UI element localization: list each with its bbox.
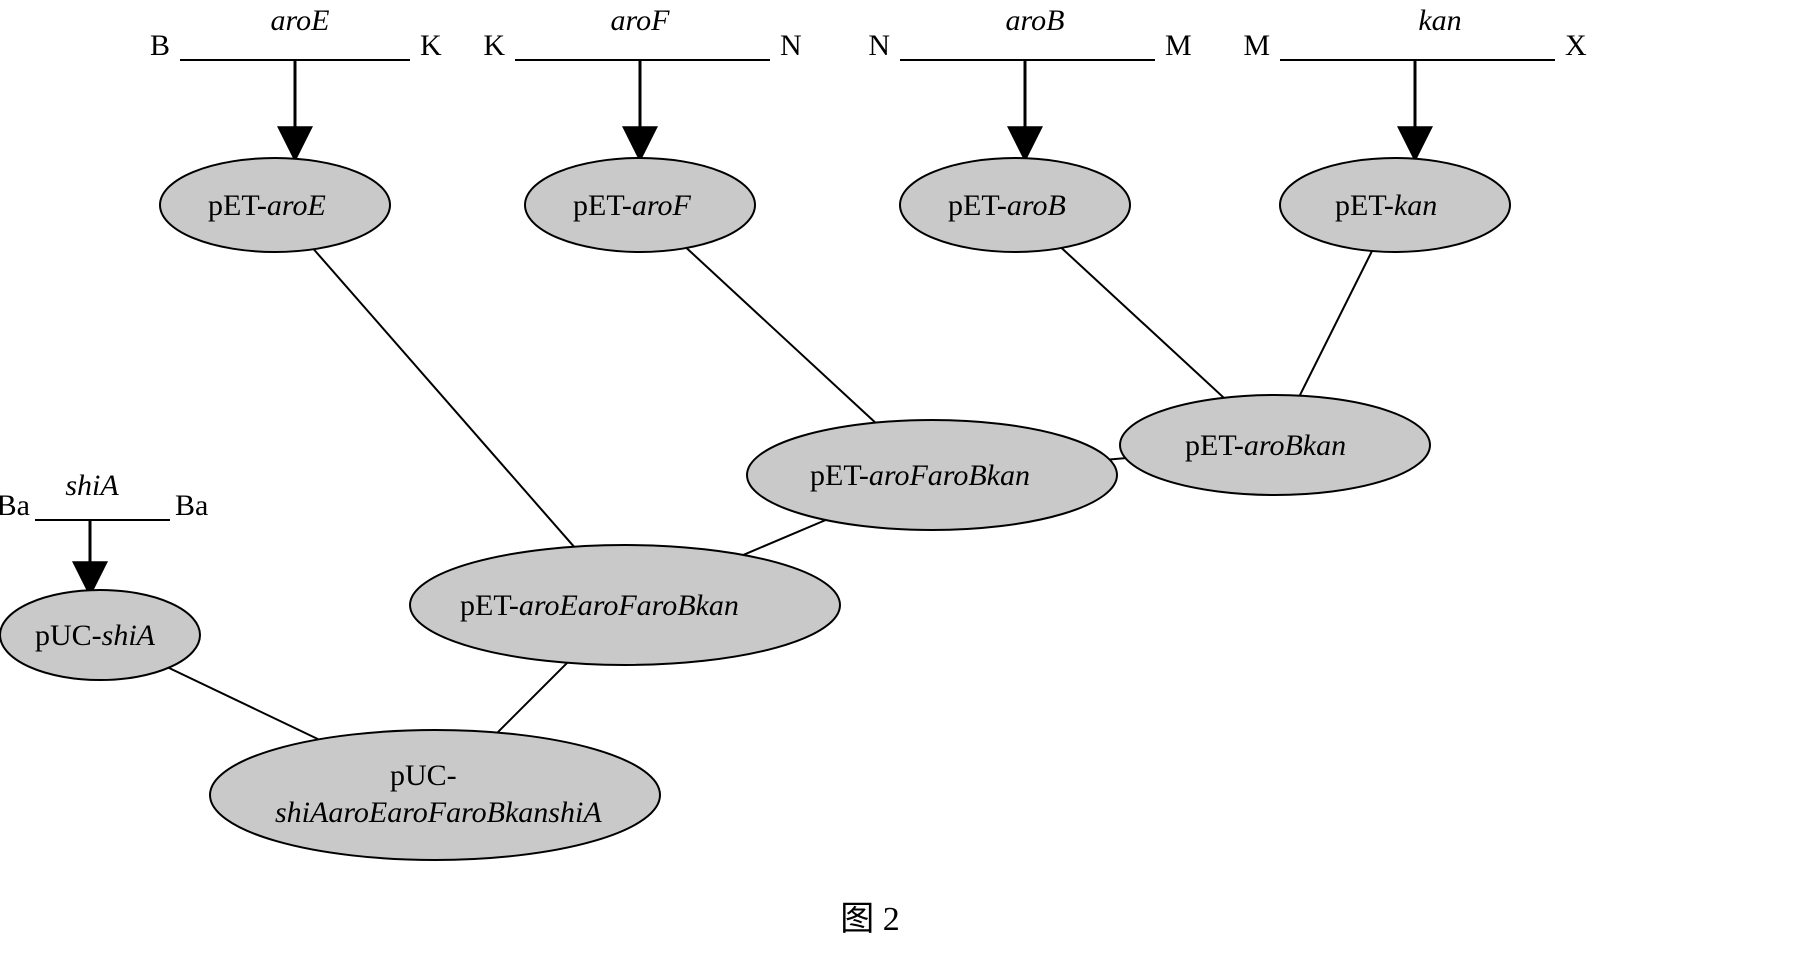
gene-shiA: shiA Ba Ba <box>0 469 208 590</box>
node-label: pET-aroFaroBkan <box>810 459 1030 492</box>
node-pET-aroF: pET-aroF <box>525 158 755 252</box>
right-site-label: M <box>1165 29 1192 62</box>
node-pUC-shiA: pUC-shiA <box>0 590 200 680</box>
node-label: pET-aroF <box>573 189 691 222</box>
figure-caption: 图 2 <box>840 901 900 938</box>
left-site-label: Ba <box>0 489 30 522</box>
right-site-label: X <box>1565 29 1587 62</box>
left-site-label: B <box>150 29 170 62</box>
edge-pUC-shiA-pUC-final <box>169 668 319 740</box>
gene-aroF: aroF K N <box>483 4 801 155</box>
edge-pET-aroE-pET-aroEaroFaroBkan <box>314 249 574 546</box>
gene-label: kan <box>1418 4 1461 37</box>
node-pET-aroB: pET-aroB <box>900 158 1130 252</box>
node-pET-aroFaroBkan: pET-aroFaroBkan <box>747 420 1117 530</box>
left-site-label: M <box>1243 29 1270 62</box>
edge-pET-aroFaroBkan-pET-aroEaroFaroBkan <box>743 520 825 555</box>
right-site-label: Ba <box>175 489 208 522</box>
left-site-label: K <box>483 29 505 62</box>
gene-label: aroB <box>1006 4 1065 37</box>
gene-aroE: aroE B K <box>150 4 442 155</box>
node-pUC-final: pUC-shiAaroEaroFaroBkanshiA <box>210 730 660 860</box>
left-site-label: N <box>868 29 890 62</box>
node-label: pET-aroB <box>948 189 1066 222</box>
gene-kan: kan M X <box>1243 4 1587 155</box>
node-pET-aroEaroFaroBkan: pET-aroEaroFaroBkan <box>410 545 840 665</box>
gene-label: shiA <box>65 469 119 502</box>
node-label: pUC-shiA <box>35 619 156 652</box>
diagram-canvas: aroEBKaroFKNaroBNMkanMXshiABaBapET-aroEp… <box>0 0 1799 958</box>
node-pET-aroE: pET-aroE <box>160 158 390 252</box>
node-label: pET-kan <box>1335 189 1437 222</box>
edge-pET-aroF-pET-aroFaroBkan <box>686 248 875 423</box>
node-pET-kan: pET-kan <box>1280 158 1510 252</box>
node-label-line-1: shiAaroEaroFaroBkanshiA <box>275 796 602 829</box>
node-ellipse <box>210 730 660 860</box>
node-label: pET-aroE <box>208 189 326 222</box>
gene-label: aroF <box>611 4 671 37</box>
edge-pET-kan-pET-aroBkan <box>1300 251 1372 396</box>
gene-label: aroE <box>271 4 330 37</box>
node-label-line-0: pUC- <box>390 759 457 792</box>
gene-aroB: aroB N M <box>868 4 1191 155</box>
edge-pET-aroB-pET-aroBkan <box>1062 248 1224 398</box>
edge-pET-aroEaroFaroBkan-pUC-final <box>497 663 567 733</box>
node-label: pET-aroBkan <box>1185 429 1346 462</box>
node-pET-aroBkan: pET-aroBkan <box>1120 395 1430 495</box>
right-site-label: K <box>420 29 442 62</box>
right-site-label: N <box>780 29 802 62</box>
edge-pET-aroBkan-pET-aroFaroBkan <box>1109 458 1125 459</box>
node-label: pET-aroEaroFaroBkan <box>460 589 739 622</box>
nodes-layer: pET-aroE pET-aroF pET-aroB pET-kan pET-aroBk… <box>0 158 1510 860</box>
